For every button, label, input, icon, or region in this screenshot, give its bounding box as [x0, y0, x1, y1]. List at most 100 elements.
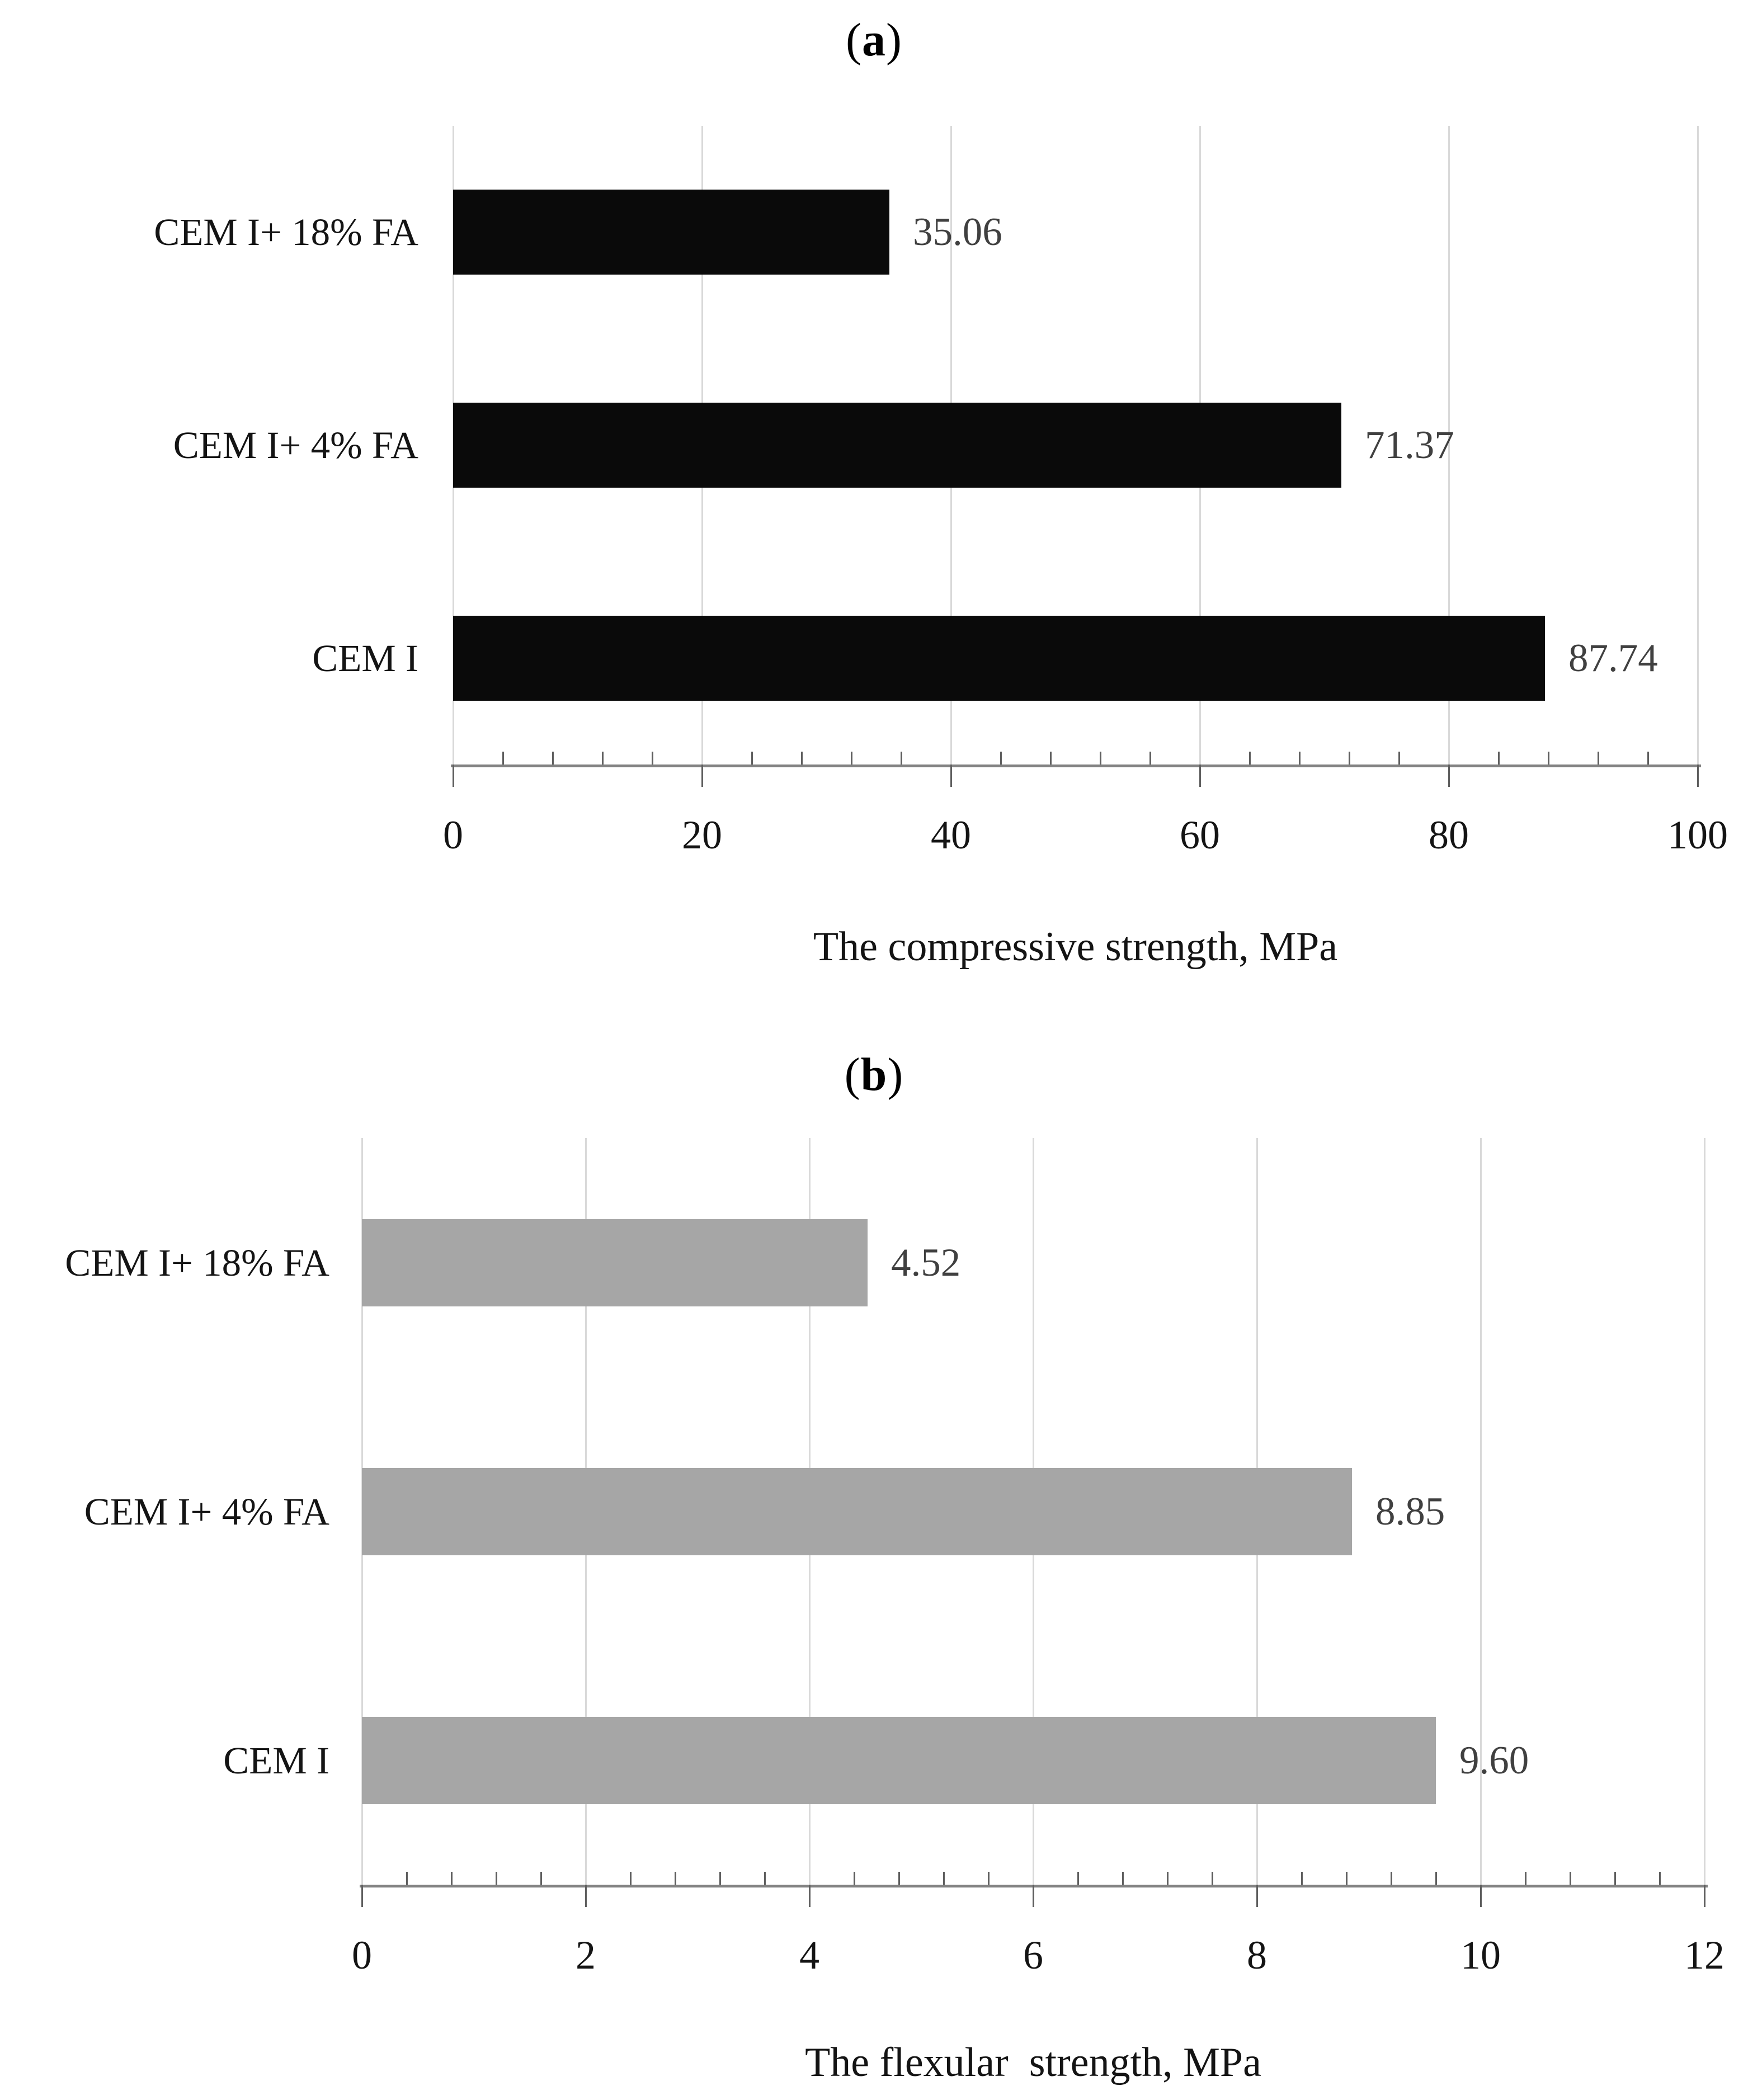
x-axis-minor-tick: [851, 752, 852, 765]
category-label-CEM I: CEM I: [223, 1739, 329, 1782]
x-axis-title: The compressive strength, MPa: [813, 924, 1338, 970]
category-label-CEM I+ 18% FA: CEM I+ 18% FA: [154, 211, 418, 253]
x-axis-title: The flexular strength, MPa: [805, 2040, 1261, 2085]
bar-CEM I+ 18% FA: [362, 1219, 868, 1306]
x-axis-minor-tick: [502, 752, 504, 765]
x-axis-minor-tick: [1647, 752, 1649, 765]
x-axis-minor-tick: [406, 1872, 408, 1885]
x-axis-minor-tick: [1301, 1872, 1303, 1885]
x-axis-tick-label-12: 12: [1684, 1933, 1725, 1978]
panel-b-title-open-paren: (: [844, 1049, 861, 1101]
x-axis-minor-tick: [943, 1872, 945, 1885]
gridline-x-10: [1480, 1138, 1482, 1885]
x-axis-major-tick-0: [361, 1885, 363, 1907]
x-axis-minor-tick: [751, 752, 753, 765]
x-axis-minor-tick: [451, 1872, 453, 1885]
x-axis-minor-tick: [1614, 1872, 1616, 1885]
x-axis-minor-tick: [1598, 752, 1599, 765]
bar-CEM I: [453, 616, 1545, 701]
panel-a-title-open-paren: (: [846, 14, 862, 66]
x-axis-minor-tick: [552, 752, 554, 765]
x-axis-minor-tick: [1050, 752, 1052, 765]
category-label-CEM I: CEM I: [312, 637, 418, 679]
x-axis-major-tick-40: [950, 765, 952, 787]
x-axis-tick-label-0: 0: [443, 813, 463, 857]
x-axis-minor-tick: [1548, 752, 1549, 765]
x-axis-minor-tick: [719, 1872, 721, 1885]
x-axis-minor-tick: [1299, 752, 1301, 765]
bar-CEM I+ 4% FA: [362, 1468, 1352, 1555]
x-axis-major-tick-60: [1199, 765, 1201, 787]
x-axis-tick-label-10: 10: [1460, 1933, 1501, 1978]
x-axis-line: [451, 765, 1701, 767]
x-axis-minor-tick: [1167, 1872, 1169, 1885]
x-axis-minor-tick: [1435, 1872, 1437, 1885]
x-axis-major-tick-8: [1256, 1885, 1258, 1907]
x-axis-minor-tick: [1077, 1872, 1079, 1885]
category-label-CEM I+ 4% FA: CEM I+ 4% FA: [84, 1490, 329, 1533]
gridline-x-80: [1448, 126, 1450, 765]
x-axis-minor-tick: [496, 1872, 497, 1885]
x-axis-tick-label-80: 80: [1429, 813, 1469, 857]
x-axis-minor-tick: [901, 752, 902, 765]
x-axis-tick-label-0: 0: [352, 1933, 372, 1978]
value-label-CEM I: 87.74: [1568, 636, 1658, 680]
x-axis-tick-label-4: 4: [799, 1933, 819, 1978]
x-axis-major-tick-2: [585, 1885, 587, 1907]
x-axis-major-tick-80: [1448, 765, 1450, 787]
x-axis-minor-tick: [1398, 752, 1400, 765]
x-axis-minor-tick: [988, 1872, 990, 1885]
value-label-CEM I+ 4% FA: 8.85: [1375, 1490, 1445, 1533]
x-axis-minor-tick: [675, 1872, 676, 1885]
x-axis-minor-tick: [652, 752, 653, 765]
x-axis-minor-tick: [540, 1872, 542, 1885]
x-axis-major-tick-6: [1033, 1885, 1034, 1907]
x-axis-major-tick-10: [1480, 1885, 1482, 1907]
value-label-CEM I+ 4% FA: 71.37: [1365, 423, 1454, 467]
x-axis-minor-tick: [1525, 1872, 1526, 1885]
x-axis-minor-tick: [854, 1872, 855, 1885]
panel-a-title: (a): [0, 14, 1748, 66]
panel-b-title: (b): [0, 1050, 1748, 1099]
value-label-CEM I+ 18% FA: 35.06: [913, 210, 1002, 254]
x-axis-minor-tick: [898, 1872, 900, 1885]
x-axis-tick-label-8: 8: [1247, 1933, 1267, 1978]
x-axis-major-tick-0: [453, 765, 454, 787]
x-axis-minor-tick: [1570, 1872, 1571, 1885]
x-axis-major-tick-4: [809, 1885, 811, 1907]
gridline-x-12: [1704, 1138, 1705, 1885]
x-axis-minor-tick: [801, 752, 803, 765]
x-axis-tick-label-60: 60: [1180, 813, 1220, 857]
x-axis-minor-tick: [602, 752, 604, 765]
bar-CEM I: [362, 1717, 1436, 1804]
panel-a-title-letter: a: [862, 14, 886, 66]
gridline-x-100: [1697, 126, 1699, 765]
x-axis-major-tick-20: [701, 765, 703, 787]
x-axis-tick-label-100: 100: [1667, 813, 1728, 857]
x-axis-minor-tick: [1122, 1872, 1124, 1885]
x-axis-tick-label-20: 20: [682, 813, 722, 857]
x-axis-major-tick-12: [1704, 1885, 1705, 1907]
x-axis-minor-tick: [1100, 752, 1101, 765]
x-axis-minor-tick: [1212, 1872, 1213, 1885]
x-axis-minor-tick: [630, 1872, 632, 1885]
x-axis-minor-tick: [1346, 1872, 1347, 1885]
x-axis-minor-tick: [1249, 752, 1251, 765]
category-label-CEM I+ 18% FA: CEM I+ 18% FA: [65, 1242, 329, 1284]
category-label-CEM I+ 4% FA: CEM I+ 4% FA: [173, 424, 418, 466]
x-axis-minor-tick: [1349, 752, 1350, 765]
x-axis-minor-tick: [1498, 752, 1500, 765]
x-axis-tick-label-2: 2: [576, 1933, 596, 1978]
value-label-CEM I: 9.60: [1459, 1739, 1529, 1782]
x-axis-minor-tick: [764, 1872, 766, 1885]
bar-CEM I+ 18% FA: [453, 190, 889, 275]
x-axis-major-tick-100: [1697, 765, 1699, 787]
x-axis-minor-tick: [1000, 752, 1002, 765]
bar-CEM I+ 4% FA: [453, 403, 1341, 488]
x-axis-minor-tick: [1391, 1872, 1392, 1885]
x-axis-tick-label-6: 6: [1023, 1933, 1043, 1978]
panel-b-title-letter: b: [860, 1049, 888, 1101]
value-label-CEM I+ 18% FA: 4.52: [891, 1241, 961, 1285]
x-axis-minor-tick: [1149, 752, 1151, 765]
